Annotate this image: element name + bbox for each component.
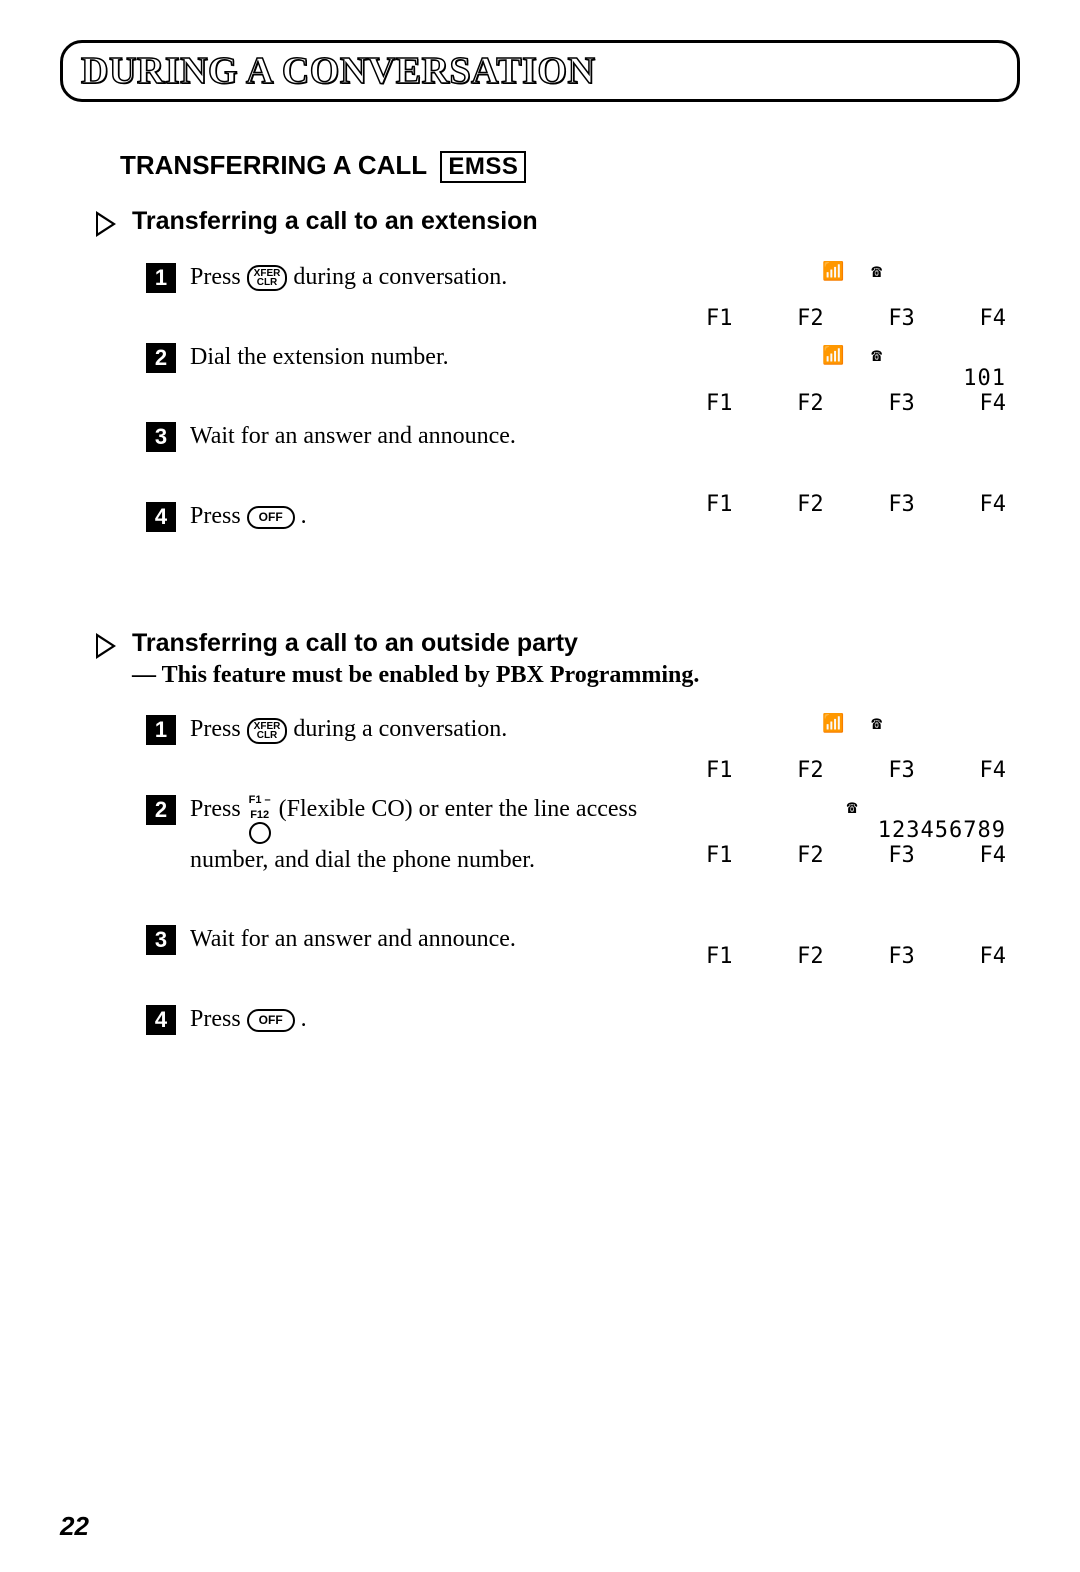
step-text: . bbox=[301, 1006, 307, 1032]
subsection-2-title: Transferring a call to an outside party bbox=[132, 629, 699, 658]
lcd-dial-number: 123456789 bbox=[706, 818, 1006, 843]
step-2-4: 4 Press OFF . bbox=[146, 1003, 706, 1037]
subsection-2-note: — This feature must be enabled by PBX Pr… bbox=[132, 662, 699, 689]
step-1-2: 2 Dial the extension number. bbox=[146, 341, 706, 375]
phone-icon: ☎ bbox=[706, 797, 1006, 818]
lcd-fkey: F4 bbox=[979, 492, 1006, 517]
step-text: during a conversation. bbox=[293, 264, 507, 290]
lcd-dial-number: 101 bbox=[706, 366, 1006, 391]
header-title: DURING A CONVERSATION bbox=[81, 50, 595, 92]
lcd-fkey: F1 bbox=[706, 492, 733, 517]
step-1-4: 4 Press OFF . bbox=[146, 500, 706, 534]
signal-phone-icon: 📶 ☎ bbox=[706, 713, 1006, 734]
step-2-1: 1 Press XFERCLR during a conversation. bbox=[146, 713, 706, 747]
step-number: 1 bbox=[146, 715, 176, 745]
lcd-display: 📶 ☎ 101 F1 F2 F3 F4 bbox=[706, 345, 1006, 416]
steps-1: 1 Press XFERCLR during a conversation. 2… bbox=[146, 261, 706, 579]
step-text: during a conversation. bbox=[293, 716, 507, 742]
step-text: Wait for an answer and announce. bbox=[190, 420, 516, 454]
flex-key-icon: F1 – F12 bbox=[247, 793, 273, 844]
lcd-fkey: F2 bbox=[797, 492, 824, 517]
subsection-1-title: Transferring a call to an extension bbox=[132, 207, 538, 236]
step-text: Press bbox=[190, 1006, 247, 1032]
step-2-2: 2 Press F1 – F12 (Flexible CO) or enter … bbox=[146, 793, 706, 877]
page-number: 22 bbox=[60, 1511, 89, 1542]
lcd-fkey: F3 bbox=[888, 758, 915, 783]
xfer-clr-key-icon: XFERCLR bbox=[247, 718, 288, 744]
section-heading: TRANSFERRING A CALL EMSS bbox=[120, 150, 1020, 183]
lcd-fkey: F3 bbox=[888, 391, 915, 416]
lcd-fkey: F4 bbox=[979, 758, 1006, 783]
step-text: Press bbox=[190, 716, 247, 742]
lcd-display: ☎ 123456789 F1 F2 F3 F4 bbox=[706, 797, 1006, 868]
step-1-1: 1 Press XFERCLR during a conversation. bbox=[146, 261, 706, 295]
lcd-fkey: F3 bbox=[888, 843, 915, 868]
step-number: 4 bbox=[146, 1005, 176, 1035]
step-2-3: 3 Wait for an answer and announce. bbox=[146, 923, 706, 957]
lcd-fkey: F2 bbox=[797, 391, 824, 416]
lcd-fkey: F4 bbox=[979, 843, 1006, 868]
off-key-icon: OFF bbox=[247, 506, 295, 529]
lcd-display: 📶 ☎ F1 F2 F3 F4 bbox=[706, 261, 1006, 331]
section-title: TRANSFERRING A CALL bbox=[120, 150, 427, 180]
lcd-column-2: 📶 ☎ F1 F2 F3 F4 ☎ 123456789 F1 F2 F3 F4 bbox=[706, 713, 1006, 1082]
step-1-3: 3 Wait for an answer and announce. bbox=[146, 420, 706, 454]
triangle-icon bbox=[96, 633, 116, 659]
lcd-fkey: F4 bbox=[979, 391, 1006, 416]
steps-2: 1 Press XFERCLR during a conversation. 2… bbox=[146, 713, 706, 1082]
step-text: . bbox=[301, 503, 307, 529]
step-text: Wait for an answer and announce. bbox=[190, 923, 516, 957]
lcd-display: F1 F2 F3 F4 bbox=[706, 492, 1006, 517]
off-key-icon: OFF bbox=[247, 1009, 295, 1032]
lcd-fkey: F2 bbox=[797, 758, 824, 783]
lcd-display: 📶 ☎ F1 F2 F3 F4 bbox=[706, 713, 1006, 783]
lcd-fkey: F3 bbox=[888, 306, 915, 331]
step-number: 1 bbox=[146, 263, 176, 293]
subsection-1-header: Transferring a call to an extension bbox=[96, 207, 1020, 237]
emss-badge: EMSS bbox=[440, 151, 526, 183]
lcd-fkey: F1 bbox=[706, 843, 733, 868]
step-number: 4 bbox=[146, 502, 176, 532]
xfer-clr-key-icon: XFERCLR bbox=[247, 265, 288, 291]
lcd-fkey: F3 bbox=[888, 492, 915, 517]
signal-phone-icon: 📶 ☎ bbox=[706, 345, 1006, 366]
signal-phone-icon: 📶 ☎ bbox=[706, 261, 1006, 282]
lcd-fkey: F1 bbox=[706, 758, 733, 783]
lcd-fkey: F1 bbox=[706, 306, 733, 331]
lcd-display: F1 F2 F3 F4 bbox=[706, 944, 1006, 969]
step-text: Press bbox=[190, 264, 247, 290]
lcd-column-1: 📶 ☎ F1 F2 F3 F4 📶 ☎ 101 F1 F2 F3 F4 bbox=[706, 261, 1006, 579]
subsection-2-header: Transferring a call to an outside party … bbox=[96, 629, 1020, 689]
step-number: 3 bbox=[146, 422, 176, 452]
step-text: Press bbox=[190, 796, 247, 822]
lcd-fkey: F2 bbox=[797, 944, 824, 969]
lcd-fkey: F2 bbox=[797, 306, 824, 331]
lcd-fkey: F1 bbox=[706, 944, 733, 969]
step-number: 2 bbox=[146, 795, 176, 825]
lcd-fkey: F4 bbox=[979, 306, 1006, 331]
lcd-fkey: F1 bbox=[706, 391, 733, 416]
step-text: Press bbox=[190, 503, 247, 529]
step-number: 3 bbox=[146, 925, 176, 955]
triangle-icon bbox=[96, 211, 116, 237]
lcd-fkey: F3 bbox=[888, 944, 915, 969]
lcd-fkey: F2 bbox=[797, 843, 824, 868]
step-number: 2 bbox=[146, 343, 176, 373]
header-box: DURING A CONVERSATION bbox=[60, 40, 1020, 102]
step-text: Dial the extension number. bbox=[190, 341, 449, 375]
lcd-fkey: F4 bbox=[979, 944, 1006, 969]
